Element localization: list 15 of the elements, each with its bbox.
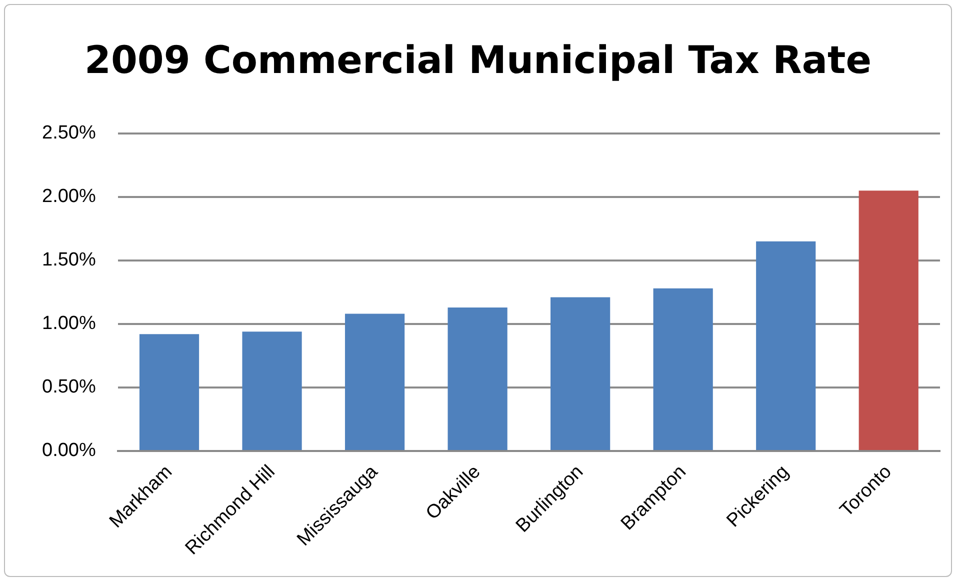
y-tick-label: 1.00% (42, 313, 96, 334)
y-tick-label: 0.00% (42, 440, 96, 462)
bar (550, 297, 610, 450)
bar (242, 332, 302, 450)
bar (756, 241, 816, 450)
y-tick-label: 2.00% (42, 186, 96, 208)
bar (139, 334, 200, 450)
y-tick-label: 0.50% (42, 376, 96, 398)
chart-title: 2009 Commercial Municipal Tax Rate (84, 38, 872, 82)
bar (448, 307, 508, 450)
y-tick-label: 1.50% (42, 250, 96, 271)
bar (653, 288, 713, 450)
bar (858, 190, 918, 450)
bar (344, 314, 405, 450)
y-tick-label: 2.50% (42, 122, 96, 144)
